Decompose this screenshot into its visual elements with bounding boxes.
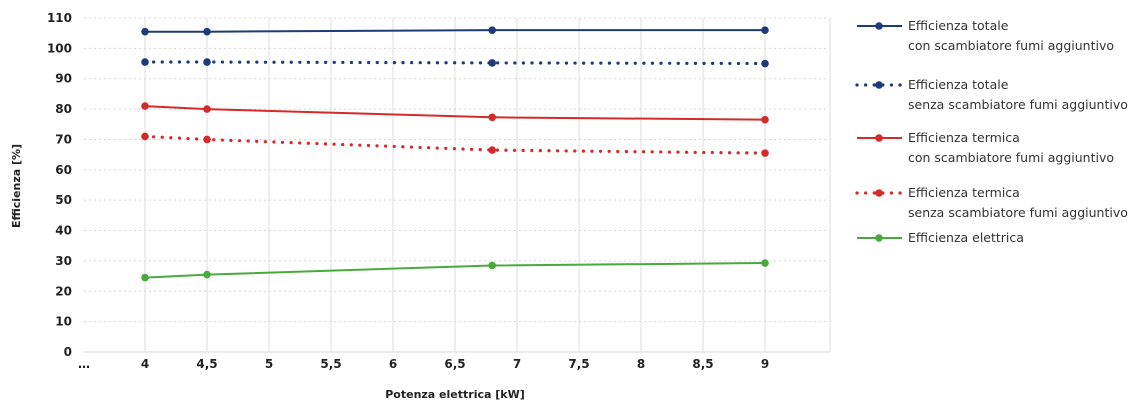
- y-tick-label: 60: [55, 163, 72, 177]
- x-tick-label: …: [78, 357, 90, 371]
- series-line: [145, 29, 765, 33]
- data-point: [141, 58, 149, 66]
- series-2: [141, 58, 769, 68]
- x-tick-label: 7,5: [568, 357, 589, 371]
- data-point: [488, 146, 497, 154]
- legend-label-line2: senza scambiatore fumi aggiuntivo: [908, 205, 1128, 220]
- legend-swatch-marker: [875, 81, 883, 89]
- y-tick-label: 10: [55, 315, 72, 329]
- x-tick-label: 8,5: [692, 357, 713, 371]
- y-axis-title: Efficienza [%]: [10, 144, 23, 228]
- series-line: [144, 262, 766, 279]
- legend-item-1: Efficienza totale con scambiatore fumi ag…: [857, 18, 1114, 53]
- series-3: [141, 102, 769, 124]
- legend-label-line2: con scambiatore fumi aggiuntivo: [908, 38, 1114, 53]
- legend: Efficienza totale con scambiatore fumi ag…: [855, 18, 1128, 245]
- legend-swatch-marker: [875, 189, 883, 197]
- data-point: [141, 27, 149, 36]
- x-tick-label: 6: [389, 357, 397, 371]
- data-point: [203, 270, 211, 279]
- legend-label: Efficienza elettrica: [908, 230, 1024, 245]
- grid: [84, 17, 831, 353]
- data-point: [141, 132, 149, 141]
- y-tick-label: 0: [64, 345, 72, 359]
- x-tick-label: 4,5: [196, 357, 217, 371]
- y-tick-label: 20: [55, 284, 72, 298]
- data-point: [761, 259, 769, 267]
- y-tick-label: 70: [55, 132, 72, 146]
- x-tick-label: 5: [265, 357, 273, 371]
- y-tick-label: 40: [55, 224, 72, 238]
- data-series: [141, 26, 769, 282]
- data-point: [488, 261, 497, 270]
- legend-item-4: Efficienza termica senza scambiatore fumi…: [855, 185, 1128, 220]
- x-tick-label: 6,5: [444, 357, 465, 371]
- data-point: [761, 149, 769, 157]
- y-tick-label: 50: [55, 193, 72, 207]
- data-point: [488, 59, 497, 67]
- legend-item-3: Efficienza termica con scambiatore fumi a…: [857, 130, 1114, 165]
- data-point: [203, 58, 211, 66]
- series-line: [144, 105, 766, 121]
- series-1: [141, 26, 769, 36]
- x-tick-label: 7: [513, 357, 521, 371]
- legend-swatch-marker: [875, 134, 883, 142]
- legend-label: Efficienza termica: [908, 185, 1020, 200]
- legend-swatch-marker: [875, 22, 883, 30]
- legend-label-line2: con scambiatore fumi aggiuntivo: [908, 150, 1114, 165]
- series-4: [141, 132, 769, 157]
- axis-ticks: 0 10 20 30 40 50 60 70 80 90 100 110 … 4 4,5 5 5,5 6 6,5 7 7…: [47, 11, 769, 371]
- legend-label: Efficienza totale: [908, 77, 1009, 92]
- legend-item-2: Efficienza totale senza scambiatore fumi …: [855, 77, 1128, 112]
- series-5: [141, 259, 769, 282]
- legend-swatch-marker: [875, 234, 883, 242]
- y-tick-label: 110: [47, 11, 72, 25]
- data-point: [761, 59, 769, 68]
- x-tick-label: 8: [637, 357, 645, 371]
- legend-label: Efficienza termica: [908, 130, 1020, 145]
- data-point: [203, 105, 211, 113]
- series-line: [143, 60, 767, 66]
- data-point: [761, 26, 769, 34]
- data-point: [761, 115, 769, 124]
- x-tick-label: 9: [761, 357, 769, 371]
- data-point: [203, 27, 211, 36]
- data-point: [488, 26, 497, 34]
- data-point: [141, 273, 149, 282]
- x-tick-label: 4: [141, 357, 149, 371]
- y-tick-label: 100: [47, 41, 72, 55]
- x-axis-title: Potenza elettrica [kW]: [385, 388, 525, 401]
- y-tick-label: 30: [55, 254, 72, 268]
- data-point: [141, 102, 149, 110]
- data-point: [203, 135, 211, 144]
- legend-label-line2: senza scambiatore fumi aggiuntivo: [908, 97, 1128, 112]
- y-tick-label: 90: [55, 72, 72, 86]
- legend-label: Efficienza totale: [908, 18, 1009, 33]
- data-point: [488, 113, 497, 122]
- legend-item-5: Efficienza elettrica: [857, 230, 1024, 245]
- x-tick-label: 5,5: [320, 357, 341, 371]
- y-tick-label: 80: [55, 102, 72, 116]
